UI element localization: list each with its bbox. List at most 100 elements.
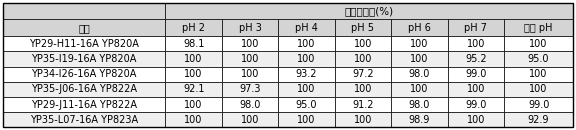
Text: 100: 100 — [354, 54, 372, 64]
Bar — [391, 20, 448, 36]
Text: 100: 100 — [410, 54, 429, 64]
Bar — [165, 51, 222, 67]
Bar — [3, 82, 165, 97]
Text: YP29-J11-16A YP822A: YP29-J11-16A YP822A — [31, 100, 137, 110]
Text: 98.0: 98.0 — [240, 100, 261, 110]
Bar — [278, 20, 335, 36]
Text: YP35-J06-16A YP822A: YP35-J06-16A YP822A — [31, 84, 137, 94]
Text: pH 3: pH 3 — [238, 23, 262, 33]
Bar — [222, 51, 278, 67]
Bar — [448, 51, 504, 67]
Text: 100: 100 — [467, 115, 485, 125]
Bar — [504, 67, 573, 82]
Bar — [165, 67, 222, 82]
Bar — [448, 82, 504, 97]
Text: 100: 100 — [354, 84, 372, 94]
Bar — [504, 97, 573, 112]
Text: 天然 pH: 天然 pH — [524, 23, 553, 33]
Bar — [222, 36, 278, 51]
Text: 100: 100 — [354, 39, 372, 49]
Text: 100: 100 — [241, 115, 259, 125]
Text: 100: 100 — [241, 54, 259, 64]
Text: 97.2: 97.2 — [352, 69, 374, 79]
Bar — [3, 67, 165, 82]
Text: 蛋白溶解度(%): 蛋白溶解度(%) — [344, 6, 394, 16]
Bar — [335, 36, 391, 51]
Text: 98.1: 98.1 — [183, 39, 204, 49]
Bar — [448, 97, 504, 112]
Text: 92.1: 92.1 — [183, 84, 204, 94]
Text: 100: 100 — [184, 100, 203, 110]
Bar — [391, 51, 448, 67]
Bar — [222, 67, 278, 82]
Bar — [3, 51, 165, 67]
Bar — [504, 82, 573, 97]
Bar — [165, 82, 222, 97]
Text: 95.0: 95.0 — [296, 100, 317, 110]
Bar — [165, 97, 222, 112]
Text: 98.9: 98.9 — [409, 115, 430, 125]
Bar — [165, 112, 222, 127]
Bar — [222, 82, 278, 97]
Text: 100: 100 — [529, 69, 548, 79]
Bar — [222, 97, 278, 112]
Text: 100: 100 — [467, 84, 485, 94]
Bar — [278, 67, 335, 82]
Bar — [391, 67, 448, 82]
Bar — [335, 51, 391, 67]
Bar — [278, 97, 335, 112]
Text: 99.0: 99.0 — [528, 100, 550, 110]
Text: 100: 100 — [241, 39, 259, 49]
Text: 100: 100 — [297, 54, 316, 64]
Text: pH 5: pH 5 — [351, 23, 374, 33]
Text: 91.2: 91.2 — [353, 100, 374, 110]
Text: 99.0: 99.0 — [465, 100, 487, 110]
Text: 100: 100 — [241, 69, 259, 79]
Bar — [335, 20, 391, 36]
Text: 100: 100 — [354, 115, 372, 125]
Bar — [448, 67, 504, 82]
Bar — [278, 36, 335, 51]
Bar — [3, 97, 165, 112]
Text: pH 4: pH 4 — [295, 23, 318, 33]
Bar — [278, 112, 335, 127]
Bar — [165, 3, 573, 20]
Text: 100: 100 — [410, 39, 429, 49]
Bar — [448, 20, 504, 36]
Text: 98.0: 98.0 — [409, 100, 430, 110]
Text: pH 6: pH 6 — [408, 23, 431, 33]
Bar — [448, 112, 504, 127]
Text: 100: 100 — [297, 39, 316, 49]
Text: 100: 100 — [467, 39, 485, 49]
Text: 100: 100 — [529, 39, 548, 49]
Bar — [222, 20, 278, 36]
Bar — [3, 112, 165, 127]
Text: 99.0: 99.0 — [465, 69, 487, 79]
Bar — [222, 112, 278, 127]
Text: 100: 100 — [410, 84, 429, 94]
Bar — [3, 36, 165, 51]
Bar — [504, 36, 573, 51]
Text: 100: 100 — [184, 115, 203, 125]
Text: 产品: 产品 — [78, 23, 90, 33]
Bar — [448, 36, 504, 51]
Text: YP35-I19-16A YP820A: YP35-I19-16A YP820A — [32, 54, 137, 64]
Text: YP35-L07-16A YP823A: YP35-L07-16A YP823A — [30, 115, 138, 125]
Text: 95.0: 95.0 — [528, 54, 550, 64]
Text: 97.3: 97.3 — [240, 84, 261, 94]
Text: YP34-I26-16A YP820A: YP34-I26-16A YP820A — [32, 69, 137, 79]
Text: 98.0: 98.0 — [409, 69, 430, 79]
Bar — [391, 82, 448, 97]
Text: pH 2: pH 2 — [182, 23, 205, 33]
Bar — [504, 112, 573, 127]
Bar — [335, 67, 391, 82]
Bar — [278, 51, 335, 67]
Text: 100: 100 — [184, 69, 203, 79]
Text: 95.2: 95.2 — [465, 54, 487, 64]
Bar — [391, 36, 448, 51]
Bar — [3, 3, 165, 20]
Text: pH 7: pH 7 — [464, 23, 487, 33]
Bar — [3, 20, 165, 36]
Bar — [391, 112, 448, 127]
Text: 100: 100 — [184, 54, 203, 64]
